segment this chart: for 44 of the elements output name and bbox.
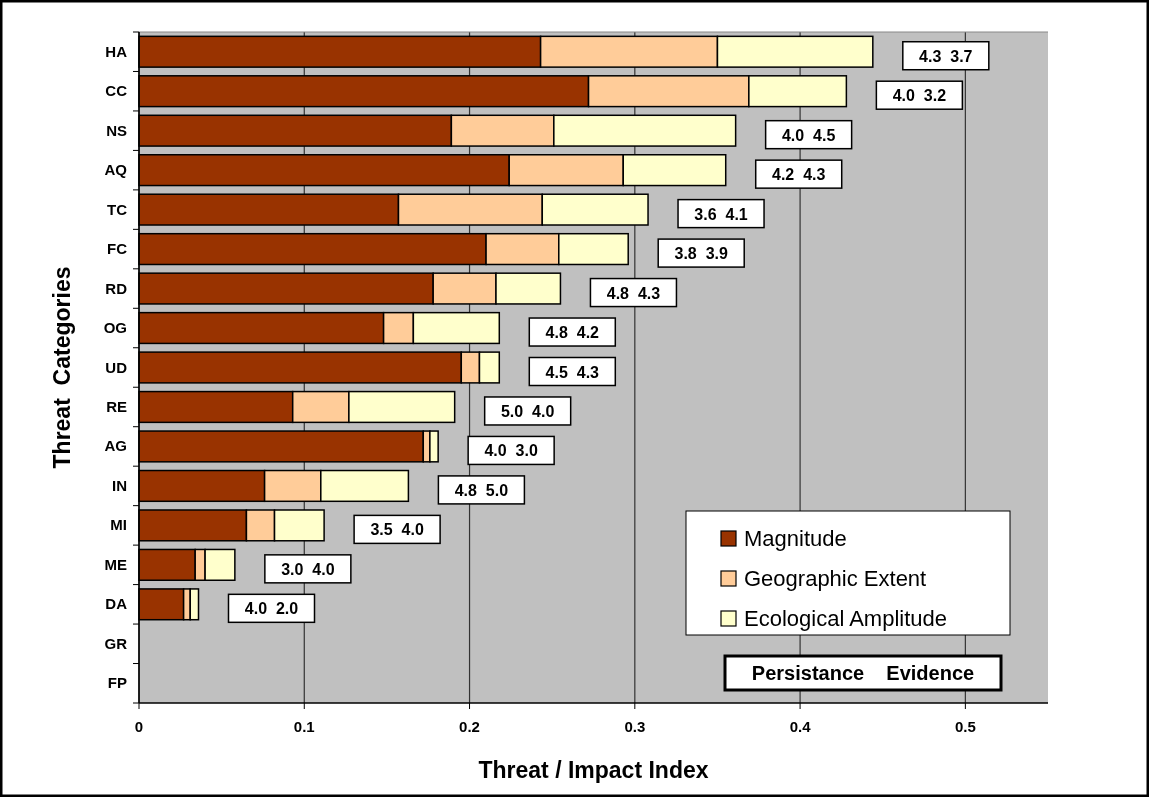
y-tick-label: TC [107, 200, 128, 218]
legend-label: Ecological Amplitude [744, 606, 948, 631]
y-tick-label: CC [105, 82, 128, 100]
y-tick-label: ME [104, 555, 127, 573]
annotation: Persistance Evidence [751, 662, 975, 684]
annotation: 3.0 4.0 [281, 560, 335, 578]
y-tick-label: NS [106, 121, 127, 139]
annotation: 4.5 4.3 [545, 363, 600, 381]
y-tick-label: RD [105, 279, 128, 297]
legend-label: Geographic Extent [744, 566, 927, 591]
annotation: 4.3 3.7 [919, 47, 973, 65]
annotation: 3.8 3.9 [674, 245, 728, 263]
annotation: 4.8 5.0 [454, 481, 509, 499]
y-tick-label: AQ [104, 161, 128, 179]
y-tick-label: RE [106, 397, 127, 415]
x-tick-label: 0.3 [624, 718, 646, 735]
y-tick-label: FC [107, 240, 128, 258]
y-tick-label: FP [107, 674, 127, 692]
y-tick-label: IN [112, 476, 127, 494]
y-tick-label: HA [105, 42, 128, 60]
annotation: 4.0 2.0 [244, 600, 299, 618]
x-tick-label: 0.1 [293, 718, 315, 735]
x-tick-label: 0.5 [954, 718, 976, 735]
annotation: 4.8 4.2 [545, 324, 600, 342]
y-tick-label: GR [104, 634, 128, 652]
annotation: 3.5 4.0 [370, 521, 424, 539]
annotation: 3.6 4.1 [694, 205, 748, 223]
y-tick-label: UD [105, 358, 128, 376]
y-tick-label: AG [104, 437, 127, 455]
legend-label: Magnitude [744, 526, 847, 551]
annotation: 4.0 3.0 [484, 442, 538, 460]
y-tick-label: OG [103, 319, 127, 337]
x-axis-title: Threat / Impact Index [478, 757, 709, 783]
x-tick-label: 0.4 [789, 718, 812, 735]
annotation: 4.0 3.2 [892, 87, 947, 105]
x-tick-label: 0 [134, 718, 144, 735]
annotation: 4.2 4.3 [772, 166, 826, 184]
annotation: 4.8 4.3 [606, 284, 661, 302]
y-tick-label: DA [105, 595, 128, 613]
annotation: 4.0 4.5 [781, 126, 836, 144]
annotation: 5.0 4.0 [500, 402, 555, 420]
x-tick-label: 0.2 [459, 718, 480, 735]
y-tick-label: MI [110, 516, 127, 534]
y-axis-title: Threat Categories [49, 266, 75, 469]
